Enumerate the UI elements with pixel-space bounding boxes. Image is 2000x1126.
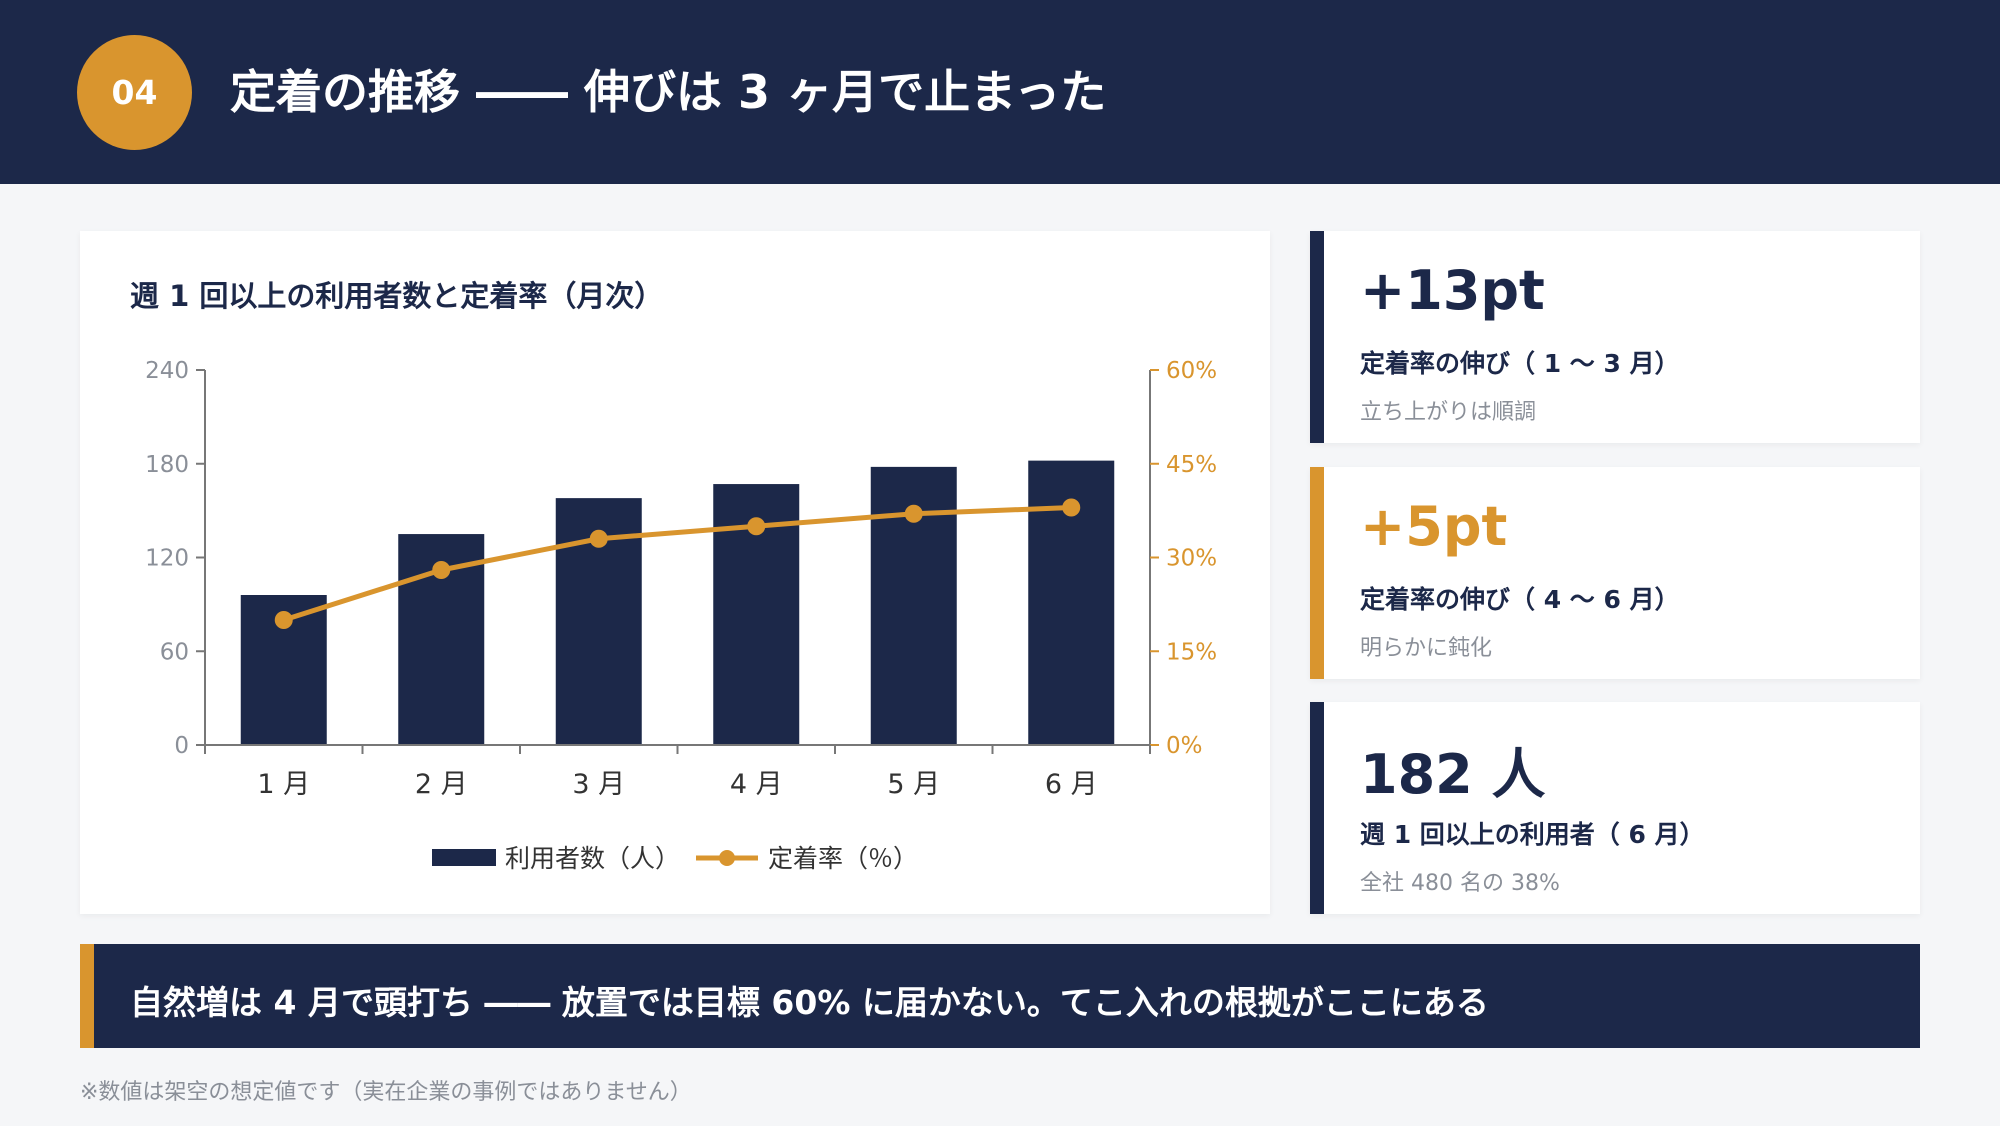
retention-rate-point-6 — [1062, 498, 1081, 517]
retention-rate-line — [282, 505, 1072, 623]
retention-rate-point-1 — [274, 611, 293, 629]
x-axis-category-label: 1 月 — [257, 769, 310, 800]
x-axis-category-label: 3 月 — [572, 769, 625, 800]
right-axis-tick-label: 45% — [1166, 452, 1217, 478]
kpi-label: 週 1 回以上の利用者（ 6 月） — [1360, 820, 1705, 849]
right-axis-tick-label: 0% — [1166, 733, 1203, 759]
legend-line-label: 定着率（％） — [768, 844, 918, 873]
kpi-card-late-growth: +5pt 定着率の伸び（ 4 〜 6 月） 明らかに鈍化 — [1310, 467, 1920, 679]
kpi-card-active-users: 182 人 週 1 回以上の利用者（ 6 月） 全社 480 名の 38% — [1310, 702, 1920, 914]
retention-rate-point-5 — [904, 504, 923, 523]
legend-line-marker — [719, 850, 735, 866]
left-axis-tick-label: 60 — [160, 639, 189, 665]
conclusion-banner: 自然増は 4 月で頭打ち ―― 放置では目標 60% に届かない。てこ入れの根拠… — [80, 944, 1920, 1048]
kpi-value: +13pt — [1360, 259, 1545, 322]
footnote: ※数値は架空の想定値です（実在企業の事例ではありません） — [80, 1080, 692, 1105]
kpi-card-early-growth: +13pt 定着率の伸び（ 1 〜 3 月） 立ち上がりは順調 — [1310, 231, 1920, 443]
retention-rate-point-3 — [589, 529, 608, 548]
x-axis-category-label: 5 月 — [887, 769, 940, 800]
chart-title: 週 1 回以上の利用者数と定着率（月次） — [130, 279, 664, 313]
left-axis-tick-label: 120 — [145, 546, 189, 572]
right-axis-tick-label: 30% — [1166, 546, 1217, 572]
combo-chart: 0 60 120 180 240 0% 15% 30% 45% 60% 1 月 2 月 3 月 4 月 5 … — [145, 358, 1217, 873]
page-title: 定着の推移 ―― 伸びは 3 ヶ月で止まった — [230, 65, 1107, 119]
section-number-badge: 04 — [77, 35, 192, 150]
right-axis-tick-label: 15% — [1166, 639, 1217, 665]
kpi-subtext: 明らかに鈍化 — [1360, 636, 1493, 661]
retention-rate-point-2 — [432, 561, 451, 579]
legend-bar-swatch — [432, 849, 496, 866]
right-axis-tick-label: 60% — [1166, 358, 1217, 384]
retention-rate-point-4 — [747, 517, 766, 536]
kpi-value: +5pt — [1360, 495, 1508, 558]
kpi-subtext: 全社 480 名の 38% — [1360, 871, 1560, 896]
conclusion-text: 自然増は 4 月で頭打ち ―― 放置では目標 60% に届かない。てこ入れの根拠… — [130, 983, 1489, 1022]
kpi-label: 定着率の伸び（ 4 〜 6 月） — [1360, 585, 1680, 614]
kpi-label: 定着率の伸び（ 1 〜 3 月） — [1360, 349, 1680, 378]
left-axis-tick-label: 180 — [145, 452, 189, 478]
header-bar: 04 定着の推移 ―― 伸びは 3 ヶ月で止まった — [0, 0, 2000, 184]
legend-bar-label: 利用者数（人） — [505, 844, 680, 873]
x-axis-category-label: 4 月 — [730, 769, 783, 800]
left-axis-tick-label: 240 — [145, 358, 189, 384]
x-axis-category-label: 6 月 — [1045, 769, 1098, 800]
x-axis-category-label: 2 月 — [415, 769, 468, 800]
chart-card: 週 1 回以上の利用者数と定着率（月次） 0 60 120 180 240 0% 15% 30… — [80, 231, 1270, 914]
kpi-value: 182 人 — [1360, 743, 1546, 806]
kpi-subtext: 立ち上がりは順調 — [1360, 400, 1537, 425]
left-axis-tick-label: 0 — [174, 733, 189, 759]
